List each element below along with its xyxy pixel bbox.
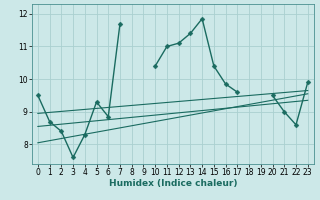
X-axis label: Humidex (Indice chaleur): Humidex (Indice chaleur) [108, 179, 237, 188]
